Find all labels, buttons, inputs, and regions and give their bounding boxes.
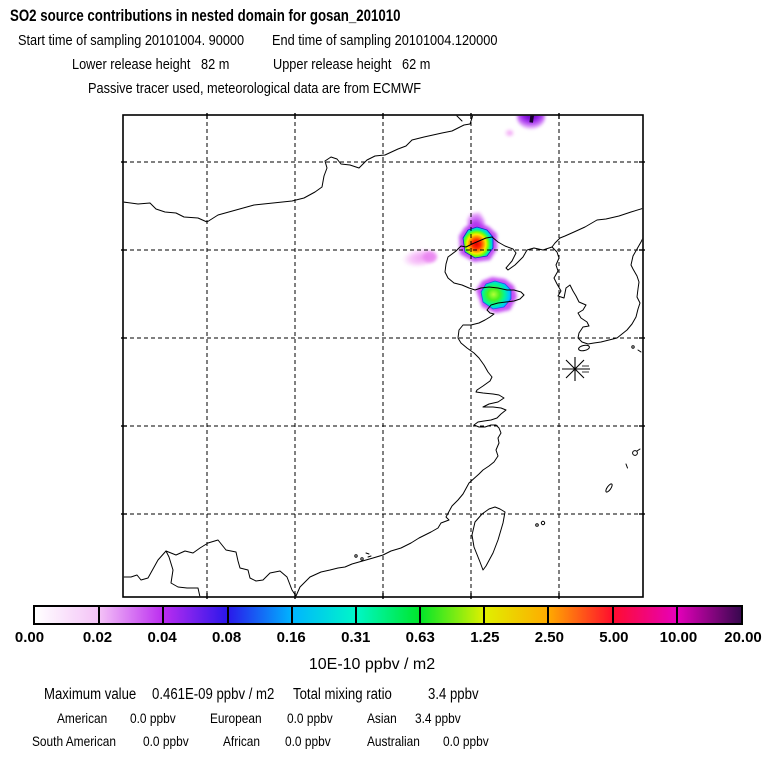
page-title: SO2 source contributions in nested domai…	[10, 6, 511, 26]
plume-top-small-dot	[504, 129, 514, 137]
colorbar-divider	[675, 607, 678, 623]
colorbar-divider	[547, 607, 550, 623]
plume-top-edge-dark-core	[529, 115, 535, 123]
total-mixing-ratio-value: 3.4 ppbv	[428, 686, 479, 703]
map-frame	[122, 114, 644, 598]
region-european-label: European	[210, 710, 262, 726]
region-african-label: African	[223, 733, 261, 749]
end-time-label: End time of sampling 20101004.120000	[272, 32, 498, 49]
colorbar-divider	[611, 607, 614, 623]
china-coast	[123, 236, 553, 597]
colorbar-bar	[33, 605, 743, 625]
colorbar-tick-label: 10.00	[659, 629, 698, 646]
indochina-border	[165, 550, 201, 597]
region-european-value: 0.0 ppbv	[287, 710, 333, 726]
grid-frame-ticks	[121, 113, 645, 599]
region-australian-value: 0.0 ppbv	[443, 733, 489, 749]
page-title-text: SO2 source contributions in nested domai…	[10, 6, 401, 25]
border-notch	[456, 115, 463, 122]
region-american-value: 0.0 ppbv	[130, 710, 176, 726]
jeju-island	[578, 344, 590, 352]
coastlines	[123, 115, 643, 597]
upper-release-label: Upper release height 62 m	[273, 56, 431, 73]
tracer-note: Passive tracer used, meteorological data…	[88, 80, 422, 97]
korea-coast	[551, 238, 643, 345]
region-south-american-label: South American	[32, 733, 117, 749]
colorbar-tick-label: 0.04	[147, 629, 177, 646]
colorbar-tick-label: 20.00	[724, 629, 762, 646]
colorbar-divider	[419, 607, 422, 623]
region-asian-value: 3.4 ppbv	[415, 710, 461, 726]
colorbar-tick-label: 5.00	[599, 629, 629, 646]
russia-ne-border	[551, 208, 643, 248]
plume-north-main	[462, 226, 494, 259]
region-asian-label: Asian	[367, 710, 397, 726]
concentration-plumes	[402, 115, 545, 313]
region-australian-label: Australian	[367, 733, 420, 749]
colorbar-tick-label: 0.16	[276, 629, 306, 646]
colorbar-divider	[483, 607, 486, 623]
maximum-value-label: Maximum value	[44, 686, 137, 703]
colorbar-gradient	[35, 607, 741, 623]
map-grid	[123, 115, 643, 597]
colorbar-units: 10E-10 ppbv / m2	[308, 656, 436, 673]
taiwan-island	[471, 506, 506, 571]
lower-release-label: Lower release height 82 m	[72, 56, 230, 73]
colorbar-tick-label: 0.08	[212, 629, 242, 646]
total-mixing-ratio-label: Total mixing ratio	[293, 686, 392, 703]
maximum-value: 0.461E-09 ppbv / m2	[152, 686, 275, 703]
small-islands	[354, 345, 642, 561]
colorbar-tick-label: 0.00	[14, 629, 45, 646]
colorbar-tick-label: 0.31	[341, 629, 371, 646]
colorbar-divider	[98, 607, 101, 623]
colorbar-divider	[354, 607, 357, 623]
colorbar-divider	[226, 607, 229, 623]
colorbar-tick-label: 0.63	[405, 629, 435, 646]
colorbar-divider	[290, 607, 293, 623]
mongolia-border	[123, 115, 474, 223]
colorbar-tick-label: 0.02	[82, 629, 113, 646]
colorbar-tick-label: 2.50	[534, 629, 564, 646]
region-african-value: 0.0 ppbv	[285, 733, 331, 749]
region-south-american-value: 0.0 ppbv	[143, 733, 189, 749]
colorbar-tick-label: 1.25	[470, 629, 500, 646]
colorbar-ticks: 0.00 0.02 0.04 0.08 0.16 0.31 0.63 1.25 2.50 5.00…	[15, 629, 762, 647]
region-american-label: American	[57, 710, 108, 726]
receptor-star-icon	[562, 357, 590, 381]
colorbar-divider	[162, 607, 165, 623]
plume-smudge-west-core	[423, 251, 437, 263]
start-time-label: Start time of sampling 20101004. 90000	[18, 32, 245, 49]
